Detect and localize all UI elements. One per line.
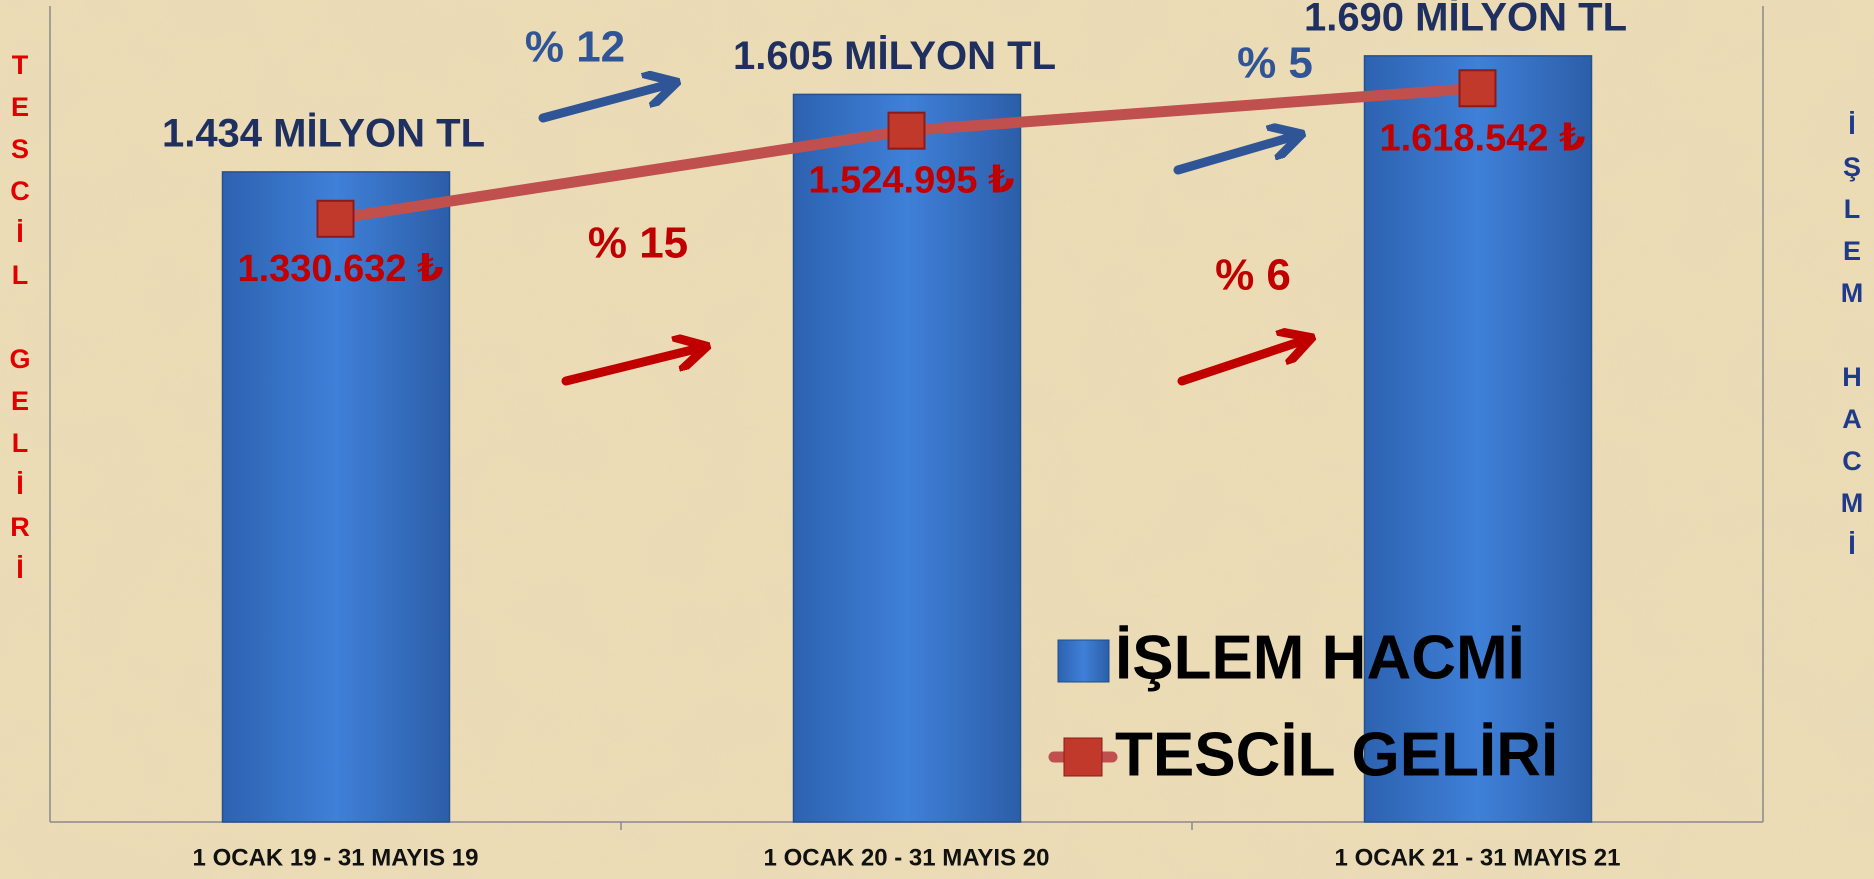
legend-swatch xyxy=(1057,639,1110,683)
annotation: % 12 xyxy=(525,23,625,72)
legend-marker xyxy=(1063,737,1103,777)
line-marker xyxy=(316,199,355,238)
data-label: 1.605 MİLYON TL xyxy=(733,34,1056,78)
plot: 1 OCAK 19 - 31 MAYIS 19 1 OCAK 20 - 31 MA… xyxy=(162,0,1627,871)
x-tick-label: 1 OCAK 19 - 31 MAYIS 19 xyxy=(193,844,479,871)
y-axis-label: TESCİL GELİRİ xyxy=(5,50,35,596)
data-label: 1.618.542 ₺ xyxy=(1379,117,1585,159)
legend-label: İŞLEM HACMİ xyxy=(1115,623,1525,692)
data-label: 1.690 MİLYON TL xyxy=(1304,0,1627,39)
legend-label: TESCİL GELİRİ xyxy=(1115,720,1558,789)
line-marker xyxy=(887,111,926,150)
bar xyxy=(792,93,1022,823)
legend: İŞLEM HACMİ TESCİL GELİRİ xyxy=(1048,623,1558,789)
data-label: 1.434 MİLYON TL xyxy=(162,111,485,155)
x-tick-label: 1 OCAK 21 - 31 MAYIS 21 xyxy=(1335,844,1621,871)
bar xyxy=(1363,55,1593,823)
annotation: % 5 xyxy=(1237,39,1313,88)
line-marker xyxy=(1458,69,1497,108)
annotation: % 15 xyxy=(588,219,688,268)
data-label: 1.330.632 ₺ xyxy=(237,248,443,290)
bar xyxy=(221,171,451,823)
data-label: 1.524.995 ₺ xyxy=(808,160,1014,202)
y2-axis-label: İŞLEM HACMİ xyxy=(1837,110,1867,572)
annotation: % 6 xyxy=(1215,251,1291,300)
arrows xyxy=(538,84,1305,386)
x-tick-label: 1 OCAK 20 - 31 MAYIS 20 xyxy=(764,844,1050,871)
